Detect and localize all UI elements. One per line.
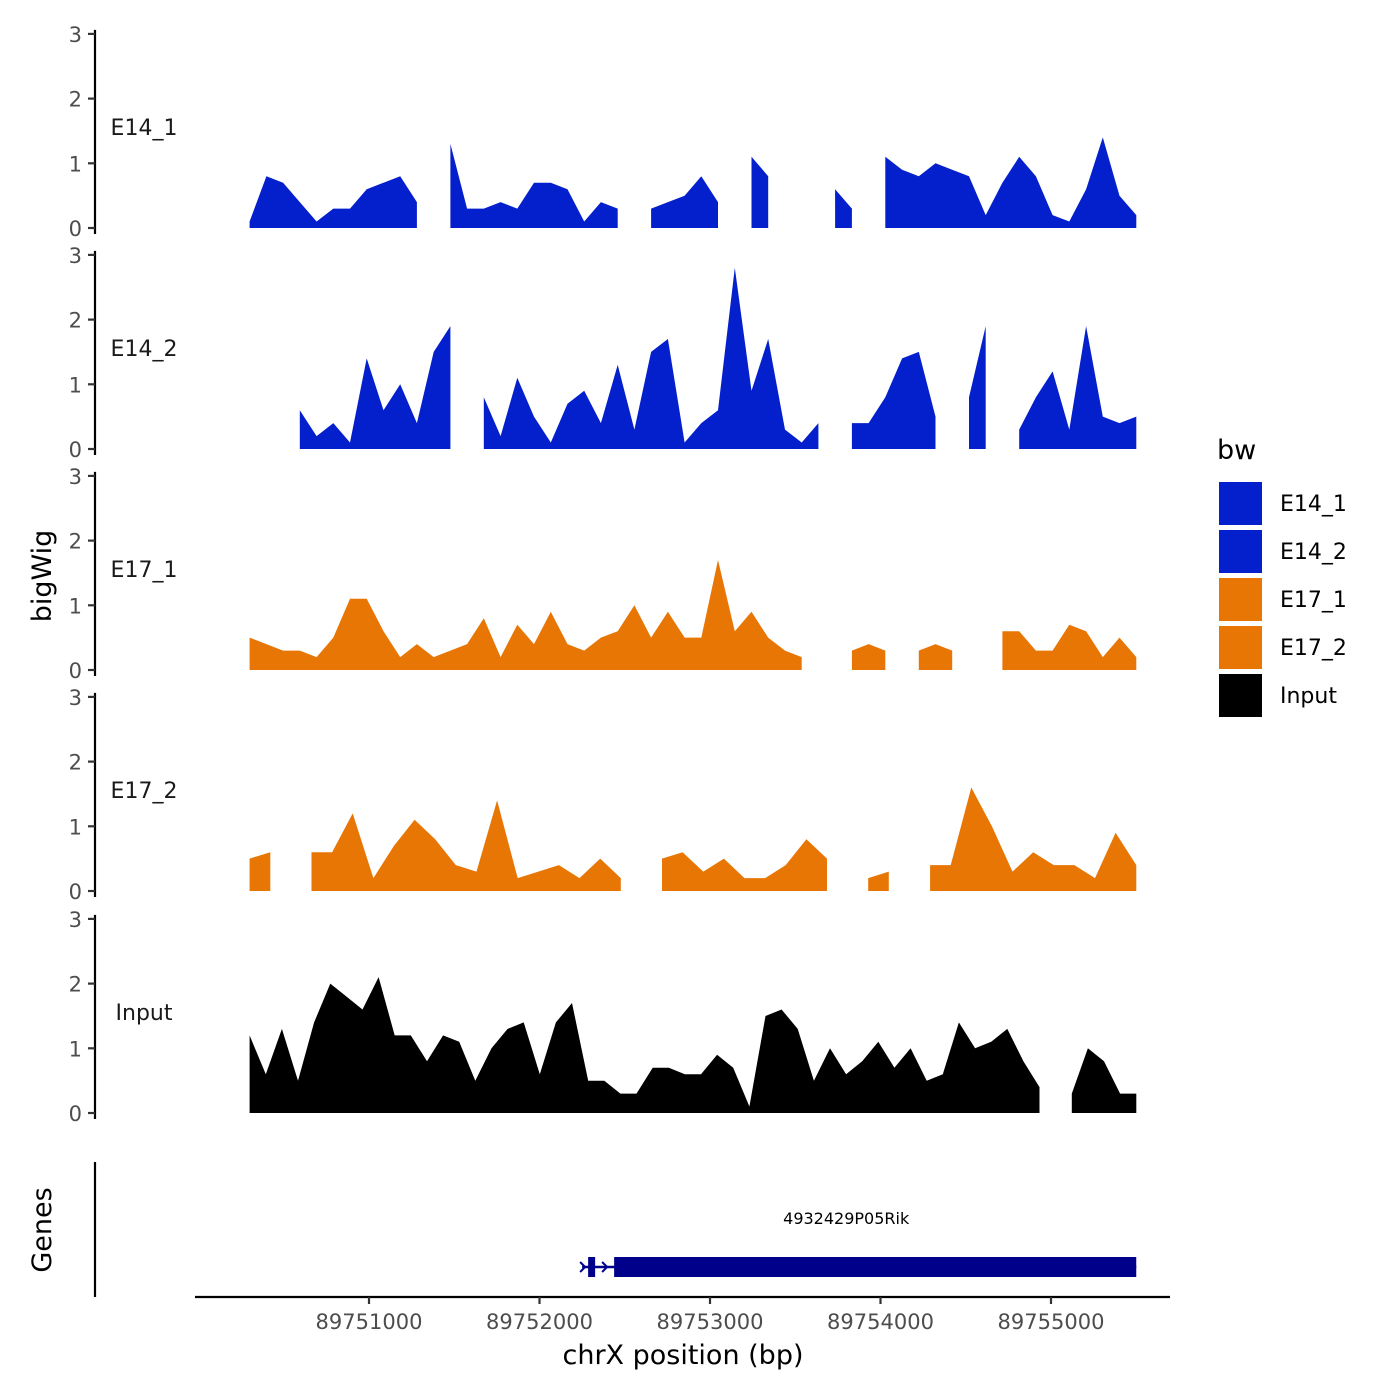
signal-area [311, 800, 621, 891]
legend-label: E14_1 [1280, 492, 1347, 517]
y-tick-label: 1 [69, 373, 82, 397]
signal-area [918, 644, 953, 670]
y-tick-label: 3 [69, 686, 82, 710]
track-label: E14_1 [111, 116, 178, 141]
legend-item: E14_1 [1219, 482, 1347, 525]
gene-panel: 4932429P05Rik [93, 1162, 1137, 1297]
genes-axis-title: Genes [27, 1187, 58, 1272]
signal-area [930, 787, 1137, 891]
track-E17_2: 0 1 2 3 E17_2 [69, 686, 1137, 904]
y-tick-label: 3 [69, 244, 82, 268]
signal-area [751, 156, 769, 228]
y-tick-label: 0 [69, 1102, 82, 1126]
y-tick-label: 1 [69, 152, 82, 176]
legend-swatch [1219, 626, 1262, 669]
signal-area [1019, 326, 1137, 449]
y-tick-label: 1 [69, 594, 82, 618]
legend-item: E17_2 [1219, 626, 1347, 669]
signal-area [662, 839, 827, 891]
y-tick-label: 2 [69, 973, 82, 997]
gene-model: 4932429P05Rik [579, 1209, 1137, 1277]
signal-area [969, 326, 986, 449]
track-label: E17_2 [111, 779, 178, 804]
legend-item: E17_1 [1219, 578, 1347, 621]
x-tick-label: 89755000 [998, 1310, 1105, 1334]
signal-area [835, 189, 852, 228]
y-tick-label: 0 [69, 438, 82, 462]
signal-area [1002, 624, 1137, 670]
track-label: E14_2 [111, 337, 178, 362]
x-tick-label: 89752000 [486, 1310, 593, 1334]
legend-label: Input [1280, 684, 1337, 709]
legend: E14_1 E14_2 E17_1 E17_2 Input [1219, 482, 1347, 717]
legend-label: E17_1 [1280, 588, 1347, 613]
track-panels: 0 1 2 3 E14_1 0 1 2 3 E14_2 0 1 2 3 E17_1 0 1 2 3 E17_2 0 1 2 3… [69, 23, 1137, 1126]
gene-exon [614, 1257, 1137, 1277]
track-E17_1: 0 1 2 3 E17_1 [69, 465, 1137, 683]
gene-label: 4932429P05Rik [783, 1209, 910, 1228]
signal-area [249, 176, 417, 228]
legend-title: bw [1217, 435, 1256, 466]
y-tick-label: 1 [69, 1037, 82, 1061]
signal-area [651, 176, 718, 228]
signal-area [851, 351, 936, 449]
legend-item: E14_2 [1219, 530, 1347, 573]
x-axis: 89751000 89752000 89753000 89754000 89755000 [195, 1295, 1170, 1334]
legend-swatch [1219, 482, 1262, 525]
y-tick-label: 0 [69, 217, 82, 241]
track-label: E17_1 [111, 558, 178, 583]
legend-swatch [1219, 674, 1262, 717]
y-axis-title: bigWig [27, 530, 58, 623]
y-tick-label: 3 [69, 465, 82, 489]
track-E14_1: 0 1 2 3 E14_1 [69, 23, 1137, 241]
x-axis-title: chrX position (bp) [562, 1340, 803, 1371]
y-tick-label: 3 [69, 23, 82, 47]
gene-exon [588, 1257, 596, 1277]
x-tick-label: 89753000 [657, 1310, 764, 1334]
signal-area [483, 267, 819, 449]
y-tick-label: 2 [69, 751, 82, 775]
legend-label: E14_2 [1280, 540, 1347, 565]
legend-label: E17_2 [1280, 636, 1347, 661]
signal-area [885, 137, 1137, 228]
y-tick-label: 3 [69, 908, 82, 932]
signal-area [249, 977, 1040, 1113]
x-tick-label: 89751000 [316, 1310, 423, 1334]
y-tick-label: 2 [69, 530, 82, 554]
signal-area [249, 560, 802, 670]
legend-swatch [1219, 578, 1262, 621]
y-tick-label: 2 [69, 309, 82, 333]
signal-area [851, 644, 886, 670]
y-tick-label: 2 [69, 88, 82, 112]
legend-swatch [1219, 530, 1262, 573]
x-tick-label: 89754000 [827, 1310, 934, 1334]
strand-arrow-icon [601, 1261, 609, 1273]
signal-area [1071, 1048, 1137, 1113]
y-tick-label: 1 [69, 815, 82, 839]
legend-item: Input [1219, 674, 1337, 717]
signal-area [450, 143, 618, 228]
signal-area [249, 852, 271, 891]
signal-area [299, 326, 451, 449]
strand-arrow-icon [579, 1261, 587, 1273]
track-label: Input [116, 1001, 173, 1026]
track-E14_2: 0 1 2 3 E14_2 [69, 244, 1137, 462]
signal-area [868, 871, 889, 891]
track-Input: 0 1 2 3 Input [69, 908, 1137, 1126]
y-tick-label: 0 [69, 659, 82, 683]
y-tick-label: 0 [69, 880, 82, 904]
